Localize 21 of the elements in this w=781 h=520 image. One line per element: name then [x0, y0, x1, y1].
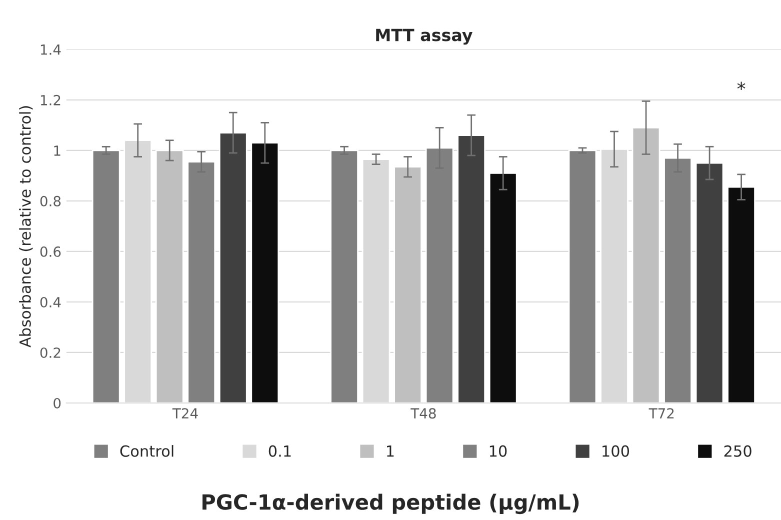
x-tick-label: T48	[410, 408, 436, 419]
y-tick-label: 0.2	[40, 347, 60, 358]
x-tick-label: T24	[172, 408, 198, 418]
y-tick-label: 1	[54, 146, 60, 156]
y-axis-title: Absorbance (relative to control)	[19, 106, 33, 348]
y-tick-label: 1.4	[40, 44, 61, 55]
x-tick-label: T72	[648, 408, 674, 418]
y-tick-label: 1.2	[40, 94, 60, 106]
x-axis-title: PGC-1α-derived peptide (μg/mL)	[202, 494, 579, 514]
legend-label: Control	[120, 445, 174, 457]
chart-title: MTT assay	[376, 28, 472, 45]
legend-label: 1	[387, 446, 394, 457]
legend-label: 250	[724, 445, 752, 457]
legend-label: 0.1	[268, 445, 291, 457]
y-tick-label: 0.8	[40, 196, 61, 206]
y-tick-label: 0.6	[40, 246, 61, 257]
annotation: *	[737, 82, 746, 90]
y-tick-label: 0	[54, 398, 61, 408]
legend-label: 10	[490, 445, 507, 457]
legend-label: 100	[602, 445, 630, 457]
y-tick-label: 0.4	[40, 296, 61, 308]
